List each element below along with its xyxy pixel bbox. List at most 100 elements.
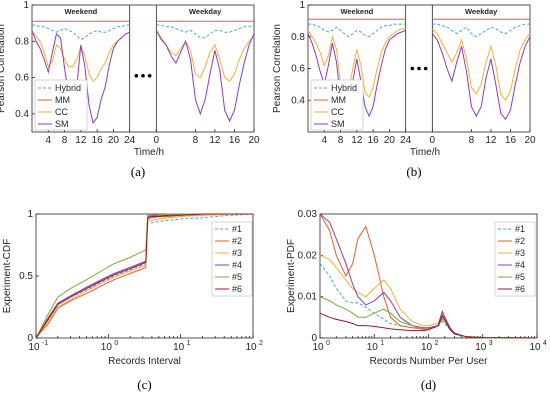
series-line-weekend-cc [31, 31, 130, 82]
ellipsis-dot [134, 73, 139, 78]
x-tick-label: 10 [421, 342, 433, 353]
y-tick-label: 0 [311, 333, 317, 344]
legend-box [494, 221, 536, 297]
y-tick-label: 0.6 [15, 73, 29, 84]
legend-label: #3 [232, 248, 242, 258]
x-tick-label: 24 [124, 135, 136, 146]
ellipsis-dot [147, 73, 152, 78]
x-tick-label: 20 [524, 135, 536, 146]
legend-label: #3 [515, 248, 525, 258]
legend-label: SM [55, 119, 69, 129]
series-line-weekend-cc [307, 28, 406, 99]
series-line-4 [319, 213, 538, 339]
legend: Hybrid MM CC SM [310, 79, 364, 131]
series-line-weekday-hybrid [156, 24, 255, 39]
series-line-weekday-sm [431, 33, 531, 121]
panel-caption: (d) [421, 377, 436, 392]
ellipsis-dot [141, 73, 145, 78]
x-tick-exponent: 1 [187, 340, 191, 347]
x-axis-label: Time/h [410, 147, 440, 158]
x-tick-exponent: 2 [435, 340, 439, 347]
series-line-6 [35, 213, 253, 339]
y-tick-label: 0.8 [291, 32, 305, 43]
legend-label: CC [55, 107, 68, 117]
segment-label-weekday: Weekday [465, 7, 498, 16]
ellipsis-dot [417, 66, 421, 71]
y-tick-label: 0.03 [298, 209, 318, 220]
x-tick-label: 12 [209, 135, 221, 146]
x-tick-label: 10 [475, 342, 487, 353]
x-tick-label: 10 [28, 342, 40, 353]
legend-label: #2 [515, 236, 525, 246]
x-tick-label: 8 [193, 135, 199, 146]
x-tick-label: 12 [351, 135, 363, 146]
x-tick-label: 4 [45, 135, 51, 146]
legend-label: #2 [232, 236, 242, 246]
segment-label-weekend: Weekend [64, 7, 97, 16]
y-tick-label: 0.02 [298, 250, 318, 261]
y-tick-label: 0.5 [19, 271, 33, 282]
x-tick-exponent: 0 [326, 340, 330, 347]
x-tick-exponent: 3 [489, 340, 493, 347]
x-tick-label: 20 [384, 135, 396, 146]
legend-label: #1 [515, 224, 525, 234]
y-tick-label: 0.4 [15, 109, 29, 120]
y-tick-label: 0.4 [291, 95, 305, 106]
series-line-weekday-cc [155, 30, 255, 82]
panel-caption: (a) [131, 164, 145, 179]
x-tick-label: 4 [321, 135, 327, 146]
x-tick-label: 10 [529, 342, 541, 353]
y-axis-label: Experiment-CDF [2, 239, 13, 313]
legend-label: SM [331, 119, 345, 129]
y-tick-label: 0.01 [298, 292, 318, 303]
legend: Hybrid MM CC SM [34, 79, 88, 131]
y-axis-label: Pearson Correlation [0, 24, 7, 113]
series-line-weekday-cc [431, 28, 531, 102]
x-tick-label: 0 [154, 135, 160, 146]
series-line-weekend-hybrid [32, 24, 130, 41]
legend-label: #4 [232, 260, 242, 270]
x-tick-exponent: 1 [380, 340, 384, 347]
x-tick-exponent: 0 [114, 340, 118, 347]
x-axis-label: Records Interval [108, 356, 181, 367]
legend: #1 #2 #3 #4 #5 #6 [211, 221, 253, 297]
x-tick-exponent: 2 [259, 340, 263, 347]
legend-label: #6 [515, 284, 525, 294]
x-tick-label: 20 [248, 135, 260, 146]
x-tick-label: 8 [62, 135, 68, 146]
y-tick-label: 1 [27, 209, 33, 220]
x-tick-label: 10 [367, 342, 379, 353]
x-tick-label: 16 [229, 135, 241, 146]
series-line-5 [35, 213, 253, 339]
ellipsis-dot [423, 66, 428, 71]
x-tick-label: 10 [245, 342, 257, 353]
x-tick-label: 16 [368, 135, 380, 146]
y-tick-label: 0.6 [291, 64, 305, 75]
legend-label: #4 [515, 260, 525, 270]
x-tick-label: 16 [92, 135, 104, 146]
x-tick-label: 24 [400, 135, 412, 146]
x-tick-label: 10 [101, 342, 113, 353]
x-tick-label: 12 [485, 135, 497, 146]
legend-box [34, 79, 88, 131]
legend-box [211, 221, 253, 297]
y-tick-label: 0.8 [15, 36, 29, 47]
series-line-3 [35, 213, 253, 339]
segment-label-weekend: Weekend [340, 7, 373, 16]
x-axis-label: Records Number Per User [370, 356, 488, 367]
legend-label: Hybrid [55, 83, 81, 93]
x-tick-label: 10 [173, 342, 185, 353]
y-axis-label: Pearson Correlation [272, 24, 283, 113]
x-tick-label: 8 [469, 135, 475, 146]
legend: #1 #2 #3 #4 #5 #6 [494, 221, 536, 297]
plot-frame [31, 4, 255, 133]
segment-label-weekday: Weekday [189, 7, 222, 16]
panel-caption: (b) [406, 164, 421, 179]
y-tick-label: 1 [23, 0, 29, 11]
series-line-weekday-sm [155, 30, 255, 123]
